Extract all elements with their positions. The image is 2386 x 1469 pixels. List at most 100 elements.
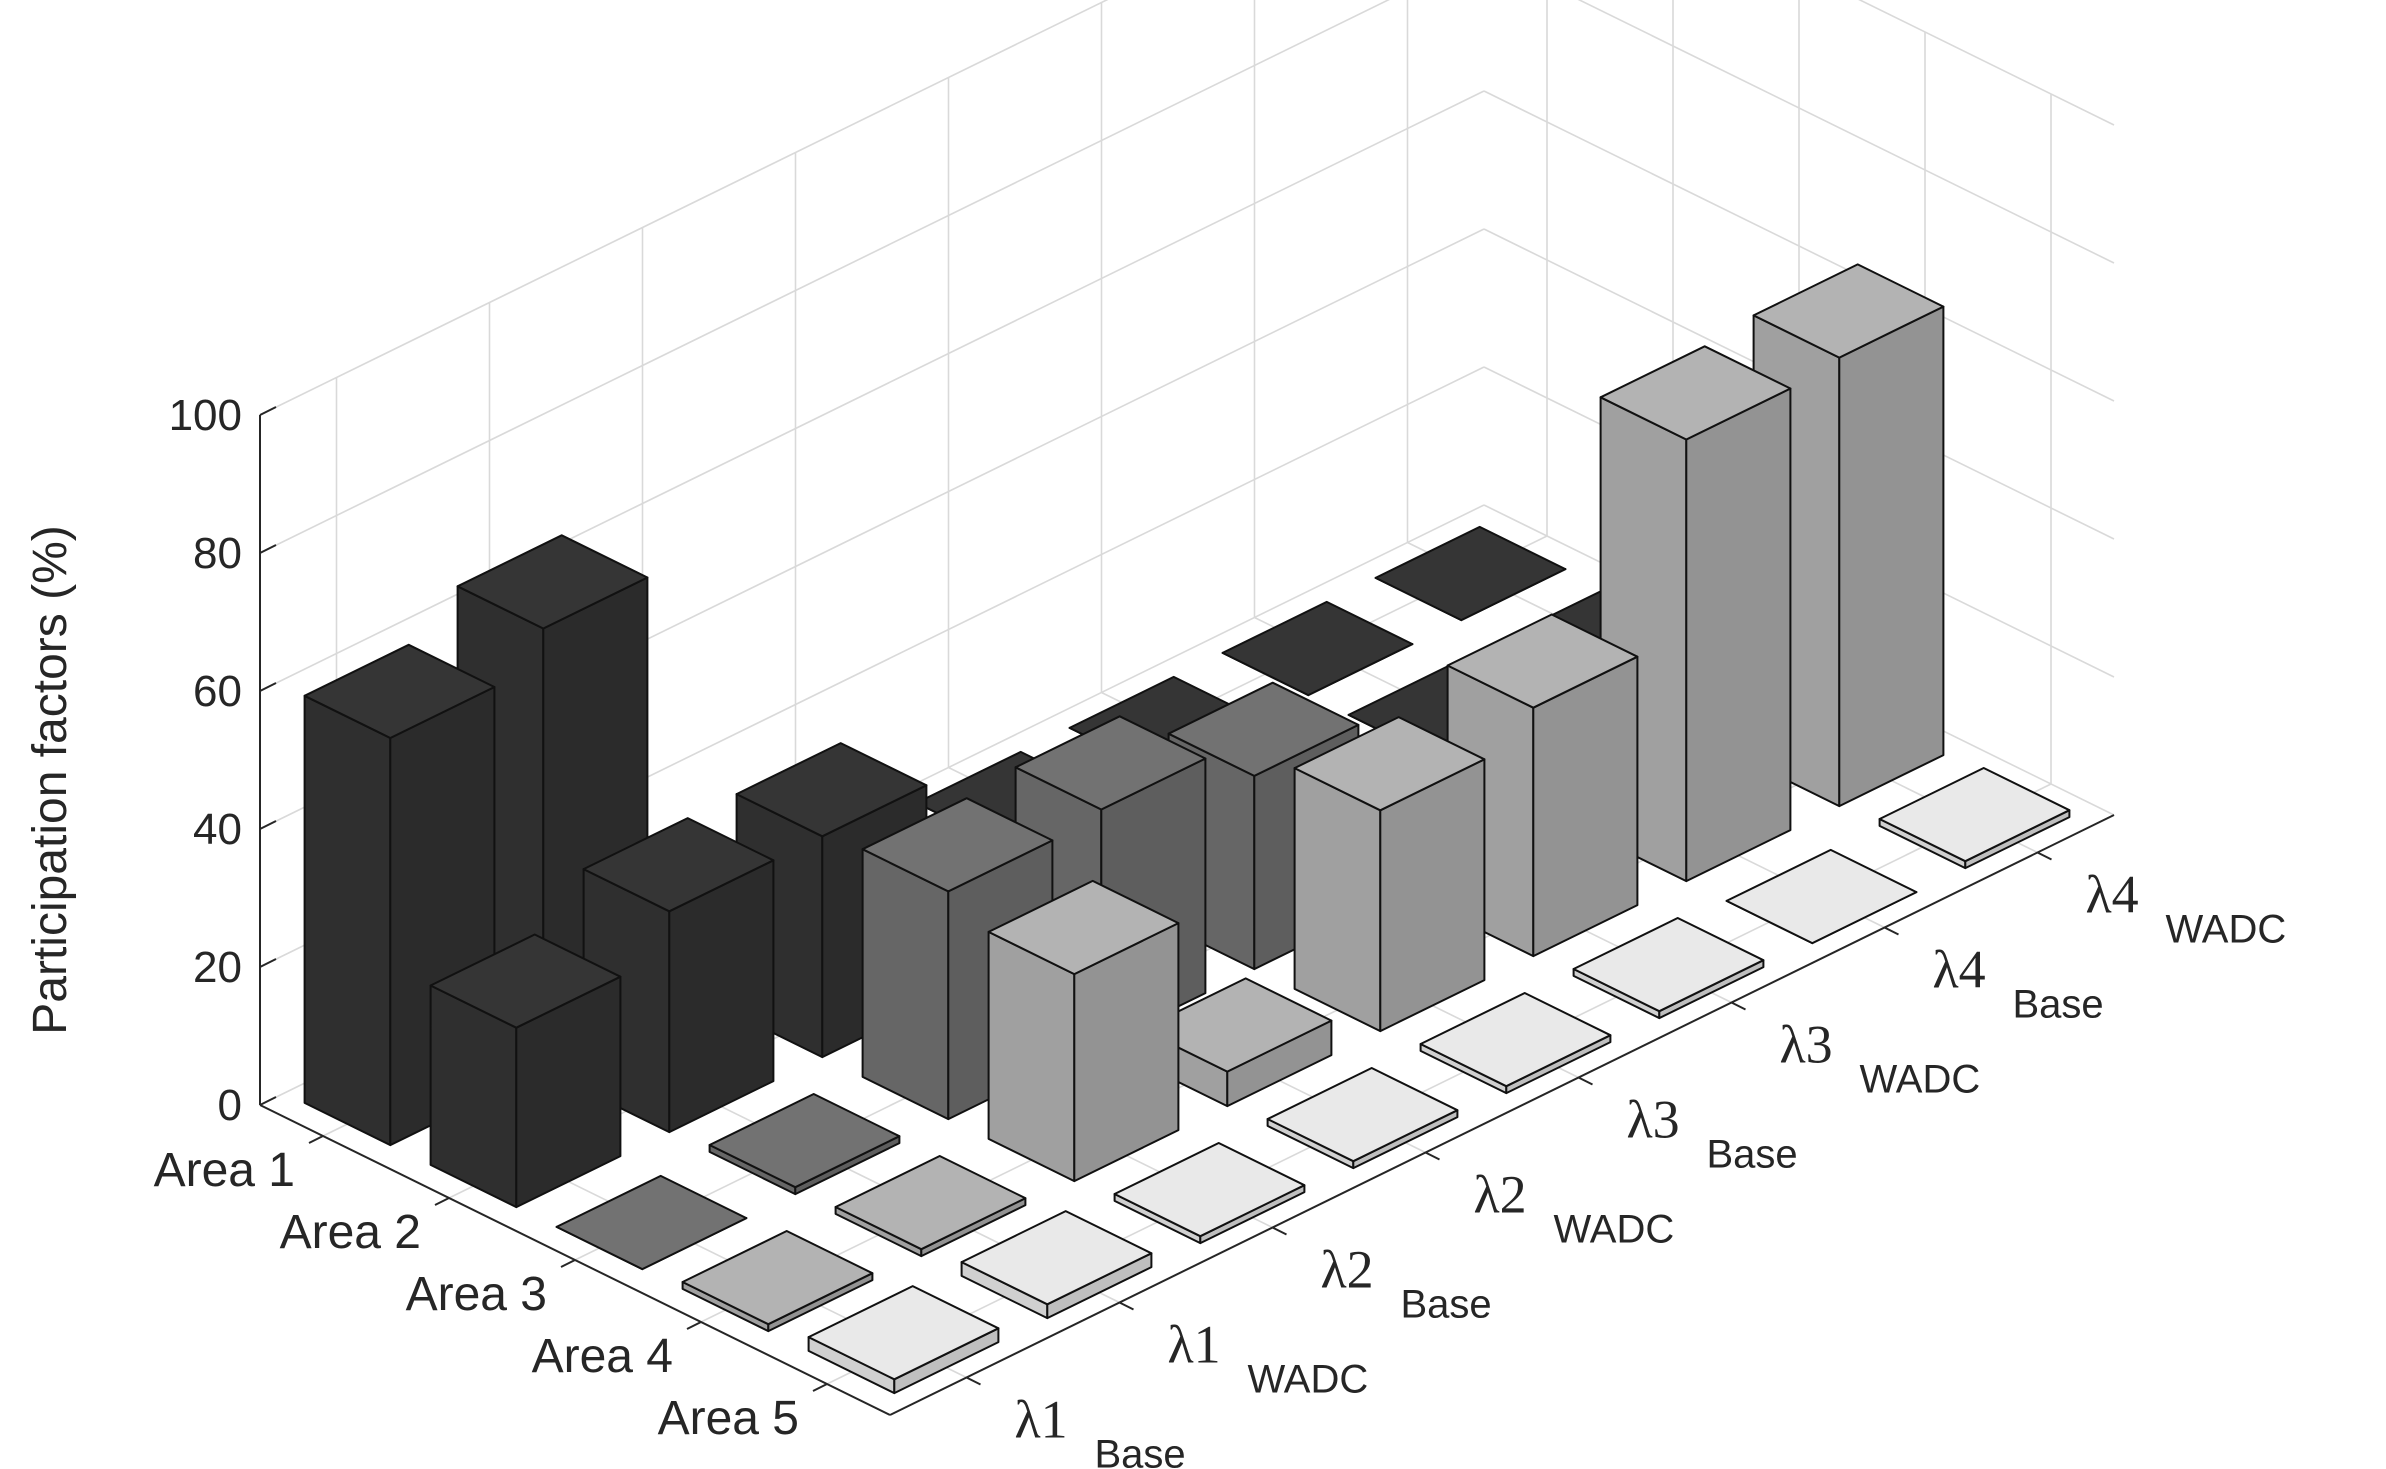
bar [1374, 525, 1567, 622]
bar-top-face [1293, 716, 1486, 812]
area-tick-label: Area 3 [406, 1268, 547, 1321]
mode-tick-mark [1272, 1226, 1287, 1236]
mode-tick-symbol: λ4 [2086, 865, 2139, 925]
mode-tick-subscript: Base [1707, 1133, 1798, 1177]
bar-top-face [555, 1174, 748, 1271]
bar-top-face [1167, 681, 1360, 777]
bar-top-face [1446, 613, 1639, 709]
bar [708, 1093, 901, 1196]
bar [681, 1230, 874, 1333]
bar-top-face [1599, 345, 1792, 441]
bar-top-face [1878, 767, 2071, 863]
z-tick-label: 60 [193, 667, 242, 716]
z-tick-label: 0 [218, 1081, 242, 1130]
mode-tick-subscript: Base [1401, 1283, 1492, 1327]
mode-tick-subscript: WADC [1554, 1208, 1675, 1252]
bar-top-face [1752, 263, 1945, 359]
bar-side-face [987, 930, 1076, 1183]
z-tick-label: 20 [193, 943, 242, 992]
mode-tick-symbol: λ1 [1015, 1390, 1068, 1450]
mode-axis-line [889, 814, 2115, 1416]
area-tick-mark [434, 1197, 450, 1206]
area-tick-label: Area 4 [532, 1330, 673, 1383]
bar-top-face [429, 933, 622, 1029]
bar-front-face [1685, 387, 1792, 883]
z-tick-mark [259, 406, 277, 416]
bar [429, 933, 622, 1209]
bar-top-face [735, 742, 928, 838]
mode-tick-mark [1119, 1301, 1134, 1311]
bar [1725, 848, 1918, 945]
label-layer: Participation factors (%) 0 20 40 60 80 100 Ar… [24, 391, 2286, 1469]
mode-tick-label: λ4 Base [1933, 940, 2104, 1027]
z-tick-mark [259, 958, 277, 968]
z-tick-label: 40 [193, 805, 242, 854]
mode-tick-subscript: WADC [1860, 1058, 1981, 1102]
bar-top-face [1014, 715, 1207, 811]
area-tick-label: Area 2 [280, 1206, 421, 1259]
bar-top-face [582, 817, 775, 913]
area-tick-mark [560, 1259, 576, 1268]
mode-tick-mark [2037, 851, 2052, 861]
mode-tick-label: λ2 WADC [1474, 1165, 1675, 1252]
bar [1293, 716, 1486, 1033]
mode-tick-subscript: WADC [2166, 908, 2287, 952]
grid-line-back-z [259, 0, 1390, 554]
mode-tick-symbol: λ3 [1780, 1015, 1833, 1075]
bar [1419, 992, 1612, 1095]
area-tick-label: Area 5 [658, 1392, 799, 1445]
mode-tick-label: λ3 Base [1627, 1090, 1798, 1177]
bar-side-face [303, 694, 392, 1147]
bar-top-face [807, 1285, 1000, 1381]
bar [555, 1174, 748, 1271]
z-tick-mark [259, 820, 277, 830]
bar-top-face [1572, 917, 1765, 1013]
mode-tick-symbol: λ2 [1474, 1165, 1527, 1225]
bar-top-face [1221, 600, 1414, 697]
bar-top-face [1266, 1067, 1459, 1163]
mode-tick-mark [1425, 1151, 1440, 1161]
bar-top-face [1725, 848, 1918, 945]
grid-line-back-z [259, 0, 1109, 416]
bar-side-face [861, 848, 950, 1121]
area-tick-label: Area 1 [154, 1144, 295, 1197]
bar-front-face [1838, 305, 1945, 808]
mode-tick-subscript: WADC [1248, 1358, 1369, 1402]
mode-tick-symbol: λ3 [1627, 1090, 1680, 1150]
bar-top-face [1113, 1142, 1306, 1238]
bar-top-face [303, 643, 496, 739]
mode-tick-symbol: λ2 [1321, 1240, 1374, 1300]
bar-top-face [1374, 525, 1567, 622]
bar-front-face [1532, 655, 1639, 958]
mode-tick-symbol: λ4 [1933, 940, 1986, 1000]
mode-tick-label: λ1 Base [1015, 1390, 1186, 1469]
bar [834, 1155, 1027, 1258]
bar-top-face [1419, 992, 1612, 1088]
bar-top-face [834, 1155, 1027, 1251]
bar-layer [303, 263, 2071, 1395]
grid-line-side-z [1858, 0, 2115, 126]
mode-tick-label: λ2 Base [1321, 1240, 1492, 1327]
bar-side-face [1293, 767, 1382, 1033]
bar [807, 1285, 1000, 1395]
mode-tick-label: λ3 WADC [1780, 1015, 1981, 1102]
bar [1878, 767, 2071, 870]
z-axis-label: Participation factors (%) [24, 525, 77, 1035]
bar [1572, 917, 1765, 1020]
bar-top-face [456, 534, 649, 630]
mode-tick-symbol: λ1 [1168, 1315, 1221, 1375]
axis-layer [259, 406, 2115, 1416]
bar-top-face [1140, 977, 1333, 1073]
bar [1266, 1067, 1459, 1170]
mode-tick-subscript: Base [1095, 1433, 1186, 1469]
area-tick-mark [812, 1383, 828, 1392]
bar-top-face [681, 1230, 874, 1326]
area-tick-mark [308, 1135, 324, 1144]
mode-tick-mark [1884, 926, 1899, 936]
bar [960, 1210, 1153, 1320]
mode-tick-mark [1578, 1076, 1593, 1086]
z-tick-mark [259, 544, 277, 554]
z-tick-label: 80 [193, 529, 242, 578]
mode-tick-subscript: Base [2013, 983, 2104, 1027]
